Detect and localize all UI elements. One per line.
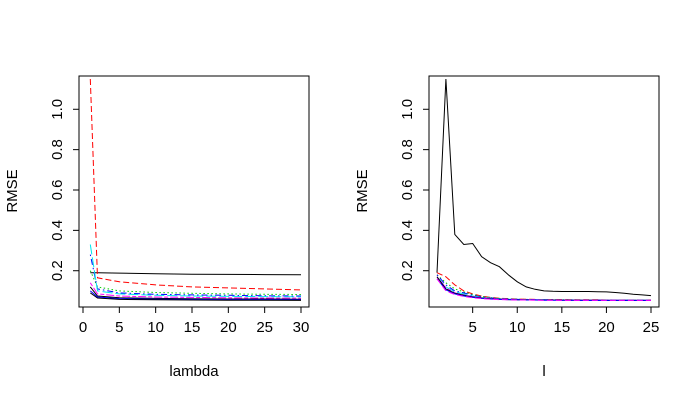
x-tick-label: 20 xyxy=(598,319,615,336)
y-tick-label: 0.2 xyxy=(49,260,66,281)
series-line-s3 xyxy=(89,270,302,295)
x-tick-label: 15 xyxy=(553,319,570,336)
y-tick-label: 0.6 xyxy=(399,180,416,201)
x-tick-label: 0 xyxy=(79,319,87,336)
series-line-s9 xyxy=(436,278,651,301)
series-line-s2 xyxy=(89,78,302,291)
series-line-s7 xyxy=(89,286,302,300)
x-axis: 5 10 15 20 25 xyxy=(468,307,659,336)
y-tick-label: 1.0 xyxy=(49,99,66,120)
y-tick-label: 0.8 xyxy=(49,139,66,160)
plot-frame xyxy=(78,75,310,308)
x-tick-label: 25 xyxy=(256,319,273,336)
series-layer xyxy=(89,78,302,301)
x-tick-label: 20 xyxy=(220,319,237,336)
y-tick-label: 0.6 xyxy=(49,180,66,201)
x-tick-label: 5 xyxy=(115,319,123,336)
series-line-s5 xyxy=(89,244,302,298)
series-line-s4 xyxy=(89,254,302,297)
y-tick-label: 0.4 xyxy=(49,220,66,241)
plot-frame xyxy=(428,75,660,308)
x-axis-label: l xyxy=(542,363,545,380)
series-line-s6 xyxy=(89,282,302,299)
series-line-s1 xyxy=(90,272,302,276)
y-axis-label: RMSE xyxy=(4,169,21,212)
panel-l: 5 10 15 20 25 0.2 0.4 0.6 0.8 1.0 l RMSE xyxy=(354,75,660,380)
series-line-s1 xyxy=(436,78,652,297)
panel-lambda: 0 5 10 15 20 25 30 0.2 0.4 0.6 0.8 1.0 lambda RMSE xyxy=(4,75,310,380)
y-tick-label: 0.8 xyxy=(399,139,416,160)
x-tick-label: 5 xyxy=(468,319,476,336)
x-tick-label: 10 xyxy=(147,319,164,336)
y-axis: 0.2 0.4 0.6 0.8 1.0 xyxy=(49,99,79,281)
y-tick-label: 1.0 xyxy=(399,99,416,120)
y-axis: 0.2 0.4 0.6 0.8 1.0 xyxy=(399,99,429,281)
series-line-s9 xyxy=(90,292,302,301)
y-tick-label: 0.2 xyxy=(399,260,416,281)
series-layer xyxy=(436,78,652,301)
x-tick-label: 10 xyxy=(509,319,526,336)
x-tick-label: 15 xyxy=(184,319,201,336)
x-axis: 0 5 10 15 20 25 30 xyxy=(79,307,310,336)
x-tick-label: 25 xyxy=(643,319,660,336)
y-axis-label: RMSE xyxy=(354,169,371,212)
x-axis-label: lambda xyxy=(169,363,219,380)
y-tick-label: 0.4 xyxy=(399,220,416,241)
x-tick-label: 30 xyxy=(293,319,310,336)
series-line-s8 xyxy=(89,290,302,301)
